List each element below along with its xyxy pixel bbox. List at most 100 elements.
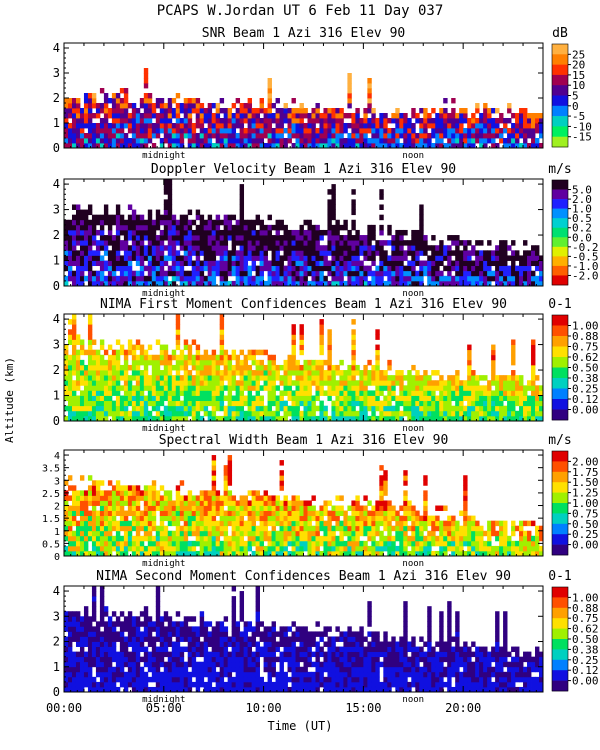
data-cell (219, 270, 225, 277)
data-cell (267, 495, 272, 501)
data-cell (243, 245, 249, 251)
data-cell (211, 250, 217, 256)
data-cell (415, 410, 420, 417)
data-cell (243, 260, 249, 267)
data-cell (243, 359, 249, 366)
data-cell (163, 535, 169, 542)
data-cell (267, 370, 272, 376)
data-cell (71, 500, 77, 506)
data-cell (207, 219, 213, 226)
data-cell (511, 128, 516, 134)
data-cell (291, 380, 296, 386)
data-cell (143, 118, 149, 124)
data-cell (107, 510, 113, 517)
data-cell (435, 245, 440, 251)
data-cell (195, 520, 201, 527)
data-cell (95, 385, 101, 391)
data-cell (303, 245, 308, 251)
data-cell (243, 364, 249, 371)
data-cell (175, 344, 181, 351)
data-cell (87, 370, 93, 376)
data-cell (199, 525, 205, 532)
data-cell (75, 375, 81, 381)
data-cell (211, 545, 217, 552)
data-cell (519, 415, 524, 422)
data-cell (319, 364, 324, 371)
data-cell (119, 395, 125, 402)
data-cell (227, 370, 233, 376)
data-cell (87, 113, 93, 119)
data-cell (395, 108, 400, 114)
data-cell (495, 275, 500, 282)
data-cell (311, 260, 316, 267)
data-cell (439, 128, 444, 134)
data-cell (151, 490, 157, 496)
data-cell (291, 229, 296, 236)
data-cell (287, 229, 292, 236)
data-cell (207, 370, 213, 376)
data-cell (331, 113, 336, 119)
data-cell (355, 275, 360, 282)
data-cell (163, 235, 169, 241)
data-cell (271, 500, 276, 506)
data-cell (159, 235, 165, 241)
data-cell (115, 113, 121, 119)
data-cell (87, 375, 93, 381)
data-cell (287, 250, 292, 256)
data-cell (335, 143, 340, 149)
data-cell (139, 143, 145, 149)
data-cell (239, 380, 245, 386)
data-cell (279, 535, 284, 542)
data-cell (387, 280, 392, 287)
data-cell (311, 370, 316, 376)
data-cell (159, 349, 165, 356)
data-cell (483, 405, 488, 412)
data-cell (483, 385, 488, 391)
data-cell (215, 395, 221, 402)
data-cell (375, 133, 380, 139)
data-cell (115, 93, 121, 99)
data-cell (299, 349, 304, 356)
data-cell (439, 245, 444, 251)
data-cell (187, 515, 193, 522)
data-cell (107, 133, 113, 139)
data-cell (199, 520, 205, 527)
data-cell (107, 364, 113, 371)
data-cell (263, 495, 268, 501)
data-cell (295, 118, 300, 124)
data-cell (155, 250, 161, 256)
data-cell (399, 240, 404, 246)
data-cell (127, 410, 133, 417)
data-cell (267, 143, 272, 149)
data-cell (423, 143, 428, 149)
data-cell (107, 229, 113, 236)
data-cell (487, 390, 492, 396)
data-cell (323, 280, 328, 287)
data-cell (511, 255, 516, 261)
data-cell (223, 118, 229, 124)
data-cell (479, 255, 484, 261)
data-cell (235, 275, 241, 282)
data-cell (123, 525, 129, 532)
data-cell (539, 385, 544, 391)
data-cell (151, 113, 157, 119)
data-cell (75, 204, 81, 210)
data-cell (431, 265, 436, 272)
data-cell (127, 224, 133, 231)
data-cell (335, 245, 340, 251)
data-cell (255, 280, 260, 287)
data-cell (439, 250, 444, 256)
data-cell (475, 405, 480, 412)
data-cell (95, 349, 101, 356)
data-cell (271, 540, 276, 547)
data-cell (311, 359, 316, 366)
data-cell (347, 275, 352, 282)
data-cell (219, 339, 225, 345)
data-cell (267, 224, 272, 231)
data-cell (191, 359, 197, 366)
data-cell (263, 370, 268, 376)
data-cell (511, 400, 516, 407)
data-cell (431, 405, 436, 412)
data-cell (527, 128, 532, 134)
data-cell (271, 240, 276, 246)
